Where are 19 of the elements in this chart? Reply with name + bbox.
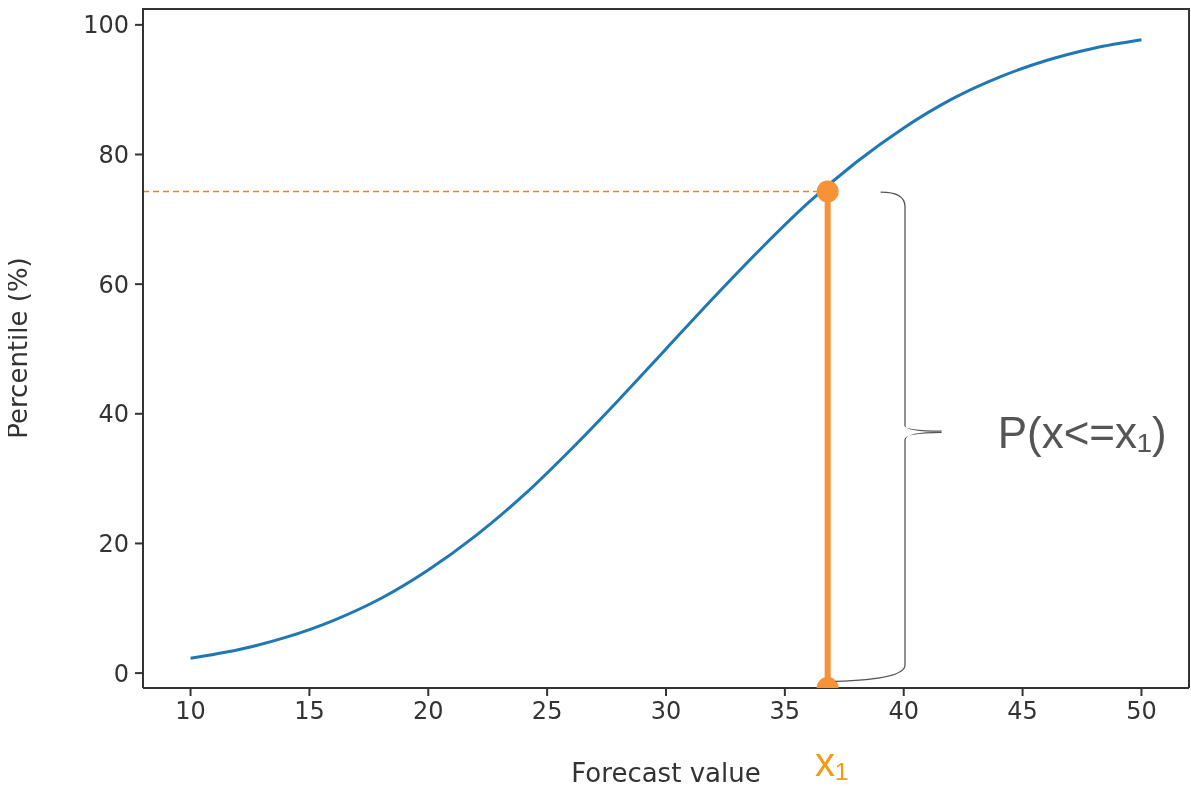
y-tick-label: 100	[83, 11, 129, 40]
x-tick-label: 50	[1126, 697, 1157, 726]
x-tick-label: 35	[769, 697, 801, 726]
y-tick-label: 40	[98, 400, 129, 429]
text: x₁	[814, 740, 849, 784]
y-tick-label: 80	[98, 141, 129, 170]
x-axis-title: Forecast value	[571, 758, 761, 786]
x-tick-label: 15	[294, 697, 325, 726]
x-tick-label: 30	[650, 697, 682, 726]
x-tick-label: 25	[531, 697, 563, 726]
x-tick-label: 10	[175, 697, 206, 726]
y-tick-label: 0	[113, 659, 129, 688]
y-tick-label: 60	[98, 270, 129, 299]
y-tick-label: 20	[98, 529, 129, 558]
annotation: P(x<=x₁)	[997, 407, 1167, 457]
x-tick-label: 40	[888, 697, 919, 726]
y-axis-title: Percentile (%)	[3, 257, 34, 439]
x-tick-label: 45	[1007, 697, 1038, 726]
x-tick-label: 20	[413, 697, 444, 726]
